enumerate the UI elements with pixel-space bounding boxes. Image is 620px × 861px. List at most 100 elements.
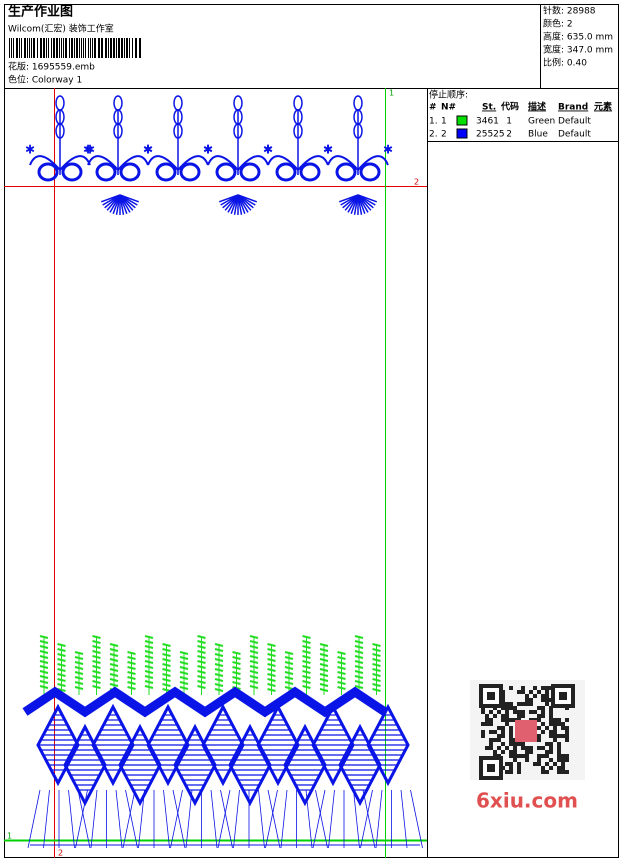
qr-cell [545, 742, 549, 746]
bar [51, 38, 52, 58]
qr-cell [489, 710, 493, 714]
bar [63, 38, 64, 58]
qr-cell [561, 758, 565, 762]
qr-cell [525, 758, 529, 762]
qr-cell [493, 750, 497, 754]
qr-cell [525, 754, 529, 758]
stitch [214, 688, 224, 692]
stop-title: 停止顺序: [429, 89, 468, 101]
qr-cell [541, 710, 545, 714]
qr-cell [509, 750, 513, 754]
cell: 3461 [476, 117, 499, 127]
bar [110, 38, 112, 58]
star: ✱ [263, 143, 273, 157]
qr-cell [505, 762, 509, 766]
stitch [215, 162, 237, 182]
stitch [109, 663, 119, 667]
stitch [92, 635, 101, 639]
stitch [267, 648, 276, 652]
stitch [210, 789, 218, 849]
qr-cell [497, 734, 501, 738]
stitch [267, 673, 276, 677]
bar [83, 38, 84, 58]
stitch [92, 645, 101, 649]
qr-cell [501, 726, 505, 730]
table-header: # N# St. 代码 描述 Brand 元素 [429, 101, 612, 113]
stitch [36, 703, 80, 787]
stitch [214, 648, 224, 652]
stitch [74, 666, 84, 670]
qr-cell [481, 730, 485, 734]
stitch [284, 656, 294, 660]
stitch [144, 680, 154, 684]
qr-cell [541, 714, 545, 718]
qr-cell [553, 738, 557, 742]
qr-cell [521, 690, 525, 694]
barcode [9, 38, 141, 58]
qr-cell [505, 706, 509, 710]
qr-cell [537, 690, 541, 694]
qr-cell [557, 754, 561, 758]
qr-cell [485, 714, 489, 718]
stitch [37, 162, 59, 182]
stitch [127, 676, 136, 680]
cell: Default [558, 117, 591, 127]
stitch [179, 681, 189, 685]
stitch [125, 789, 138, 849]
stitch [155, 162, 177, 182]
stitch [232, 666, 241, 670]
qr-cell [537, 754, 541, 758]
cell: 2 [506, 130, 512, 140]
stitch [214, 643, 224, 647]
qr-cell [545, 694, 549, 698]
studio: Wilcom(汇宏) 装饰工作室 [8, 23, 114, 35]
qr-cell [509, 770, 513, 774]
qr-cell [537, 718, 541, 722]
stitch [109, 643, 119, 647]
stitch [144, 685, 154, 689]
qr-cell [541, 694, 545, 698]
colorway: 色位: Colorway 1 [8, 74, 82, 86]
qr-cell [489, 722, 493, 726]
qr-cell [501, 750, 505, 754]
stitch [39, 645, 49, 649]
stitch [109, 683, 119, 687]
stitch [39, 680, 49, 684]
qr-cell [505, 746, 509, 750]
stitch [360, 789, 373, 849]
cell: Blue [528, 130, 548, 140]
stitch [328, 789, 335, 849]
stitch [214, 678, 224, 682]
qr-cell [541, 698, 545, 702]
stitch [410, 789, 423, 849]
outer-border [4, 4, 619, 858]
stitch [319, 688, 329, 692]
qr-cell [561, 734, 565, 738]
stitch [267, 643, 276, 647]
stitch [280, 789, 288, 849]
bar [113, 38, 115, 58]
qr-cell [537, 758, 541, 762]
qr-cell [561, 766, 565, 770]
stitch [39, 675, 49, 679]
stitch [118, 723, 162, 807]
stitch [372, 678, 381, 682]
qr-cell [493, 730, 497, 734]
bar [139, 38, 141, 58]
qr-cell [557, 750, 561, 754]
stitch [305, 789, 313, 849]
qr-cell [485, 718, 489, 722]
qr-cell [509, 730, 513, 734]
qr-cell [529, 690, 533, 694]
stitch [372, 663, 381, 667]
qr-cell [529, 702, 533, 706]
bar [126, 38, 128, 58]
stitch [55, 95, 65, 111]
stitch [354, 675, 364, 679]
stitch [39, 670, 49, 674]
bar [19, 38, 20, 58]
stitch [113, 95, 123, 111]
stitch [302, 685, 311, 689]
stitch [372, 653, 381, 657]
qr-cell [545, 698, 549, 702]
